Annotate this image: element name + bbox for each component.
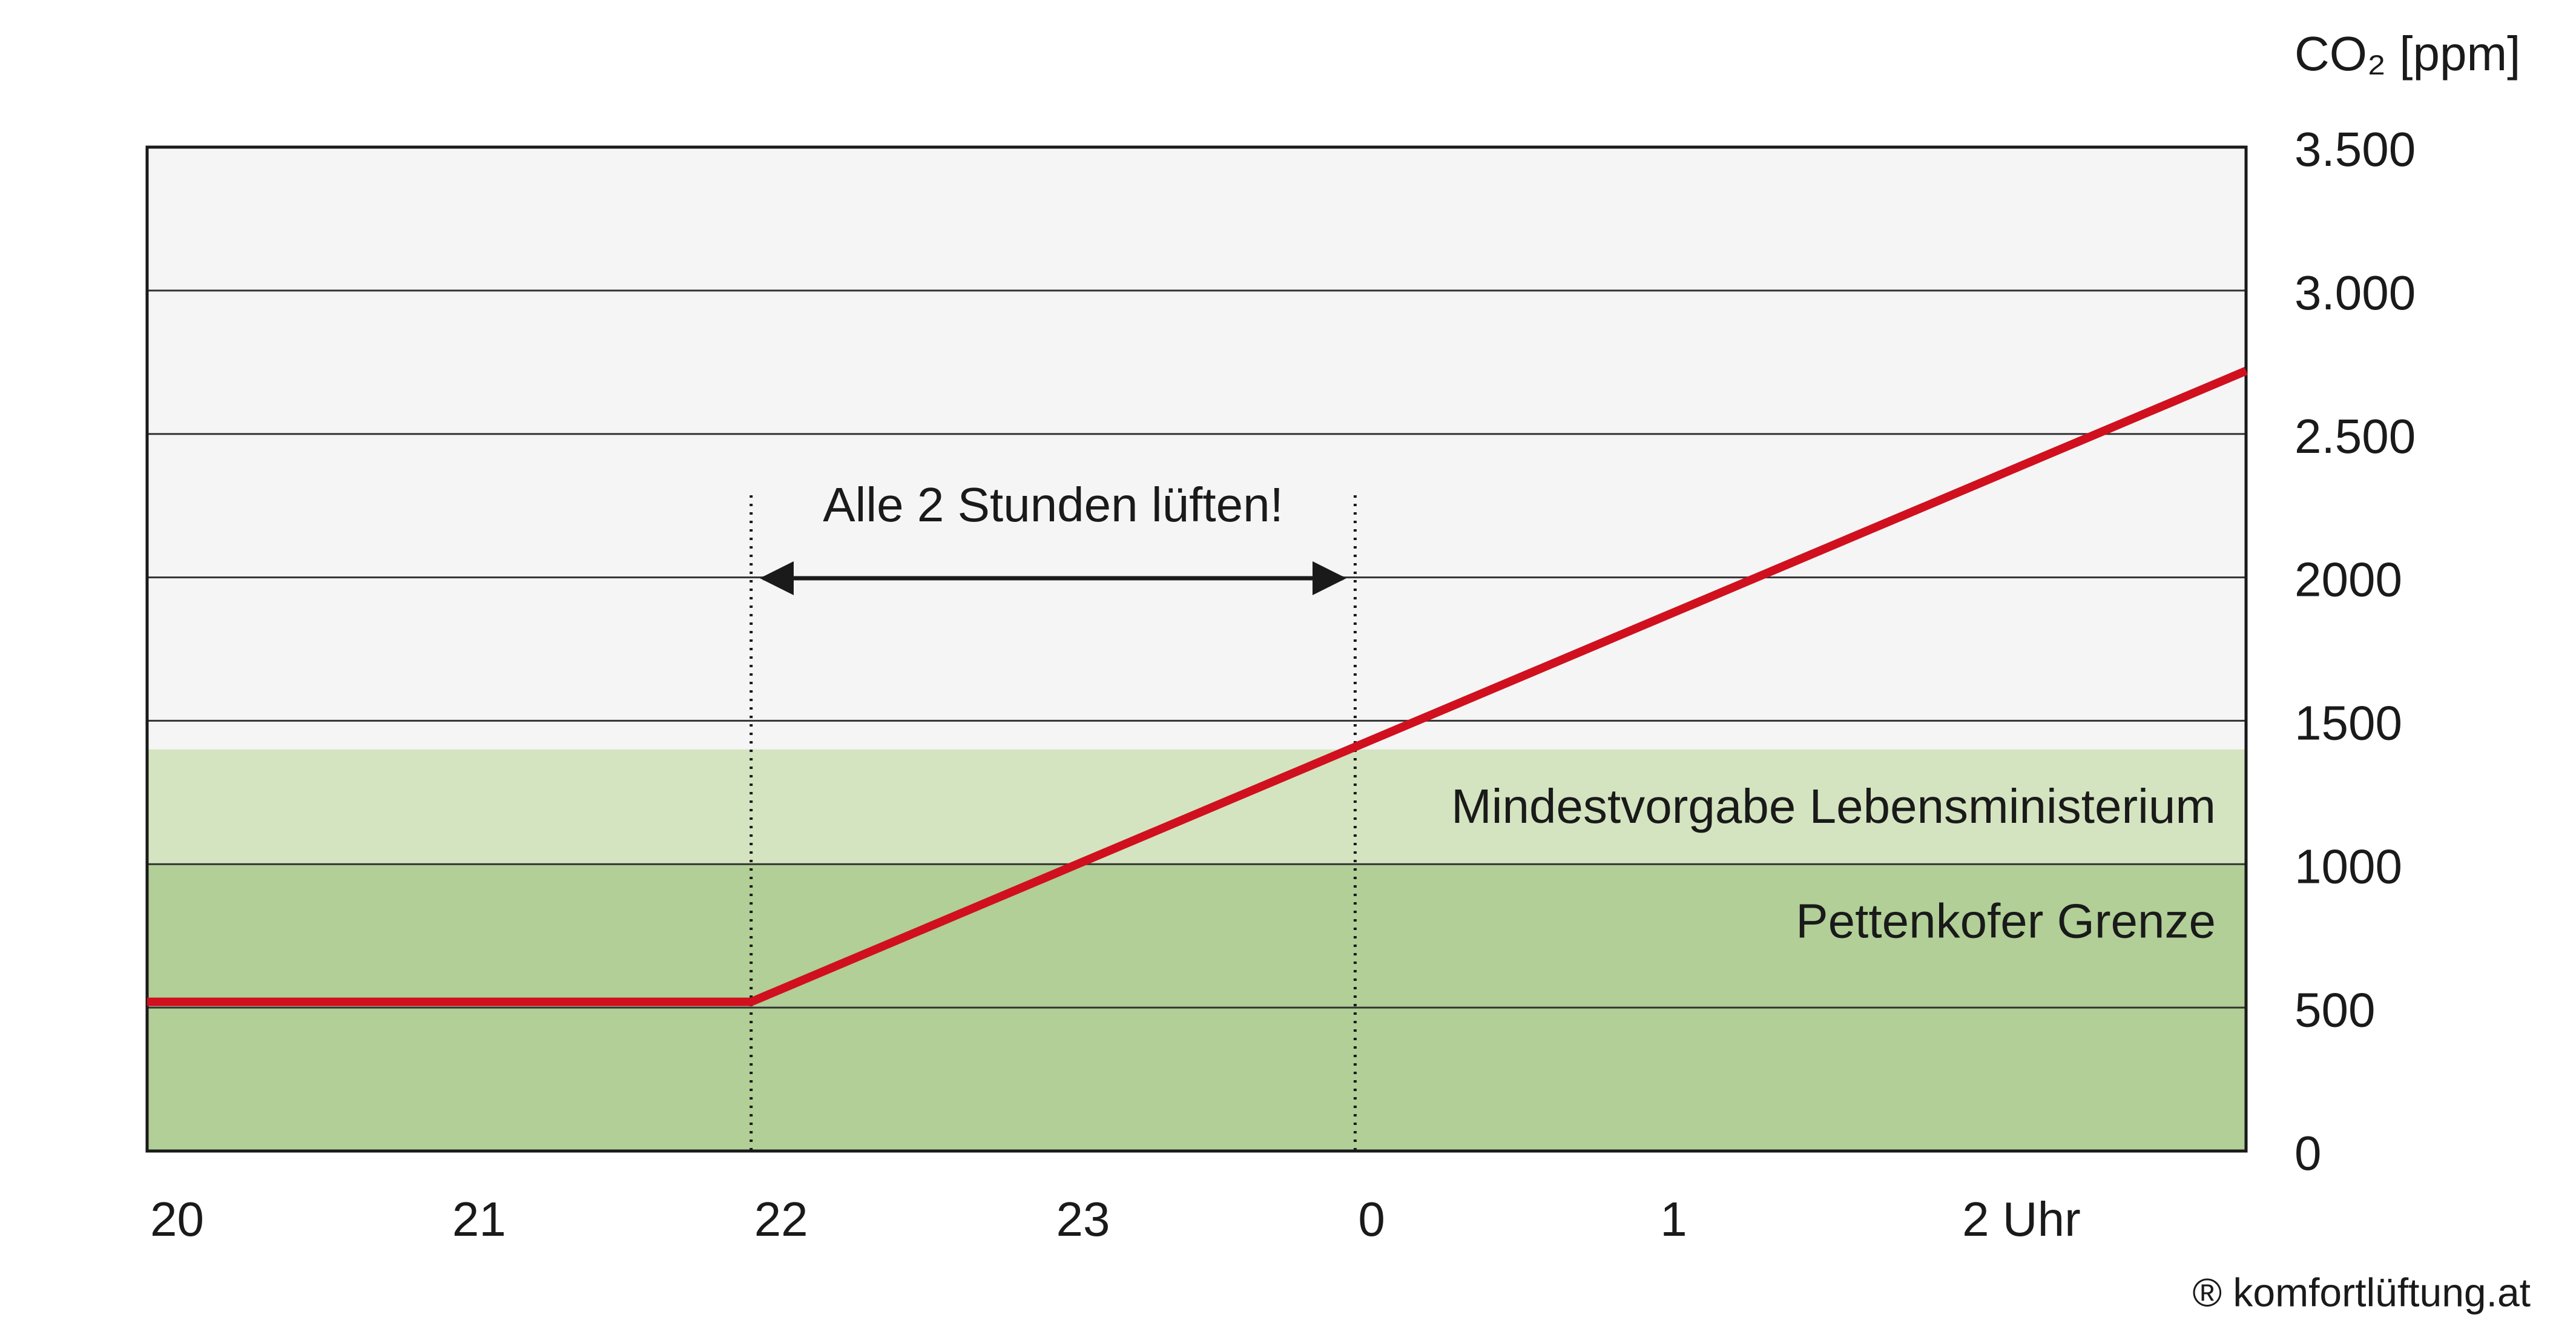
y-tick-label: 1500 bbox=[2294, 696, 2402, 750]
y-tick-label: 500 bbox=[2294, 983, 2375, 1037]
y-axis-label: CO₂ [ppm] bbox=[2294, 27, 2520, 81]
annotation-text: Alle 2 Stunden lüften! bbox=[823, 478, 1283, 532]
x-tick-label: 21 bbox=[452, 1192, 506, 1246]
plot-frame bbox=[145, 145, 2248, 1153]
band-label: Pettenkofer Grenze bbox=[1796, 894, 2216, 948]
y-tick-label: 0 bbox=[2294, 1126, 2322, 1180]
x-tick-label: 22 bbox=[754, 1192, 808, 1246]
x-tick-label: 1 bbox=[1660, 1192, 1687, 1246]
band-label: Mindestvorgabe Lebensministerium bbox=[1451, 779, 2216, 833]
y-tick-label: 2000 bbox=[2294, 553, 2402, 607]
data-line bbox=[147, 367, 2248, 1006]
y-tick-label: 1000 bbox=[2294, 839, 2402, 893]
x-tick-label: 23 bbox=[1056, 1192, 1110, 1246]
y-tick-label: 3.000 bbox=[2294, 266, 2416, 320]
credit: ® komfortlüftung.at bbox=[2192, 1270, 2531, 1314]
x-tick-label: 0 bbox=[1358, 1192, 1385, 1246]
x-tick-label: 20 bbox=[150, 1192, 204, 1246]
x-tick-label: 2 Uhr bbox=[1962, 1192, 2081, 1246]
y-tick-label: 2.500 bbox=[2294, 409, 2416, 463]
y-tick-label: 3.500 bbox=[2294, 122, 2416, 176]
